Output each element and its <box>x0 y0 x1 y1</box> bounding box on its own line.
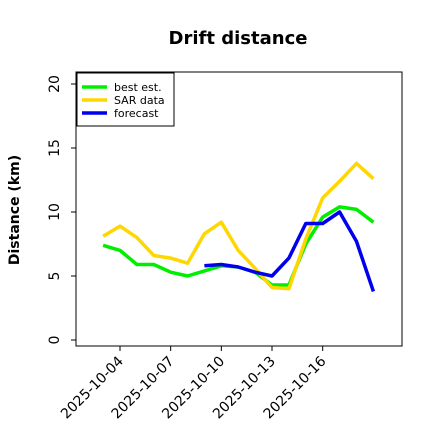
series-line-sar-data <box>102 161 375 291</box>
y-tick-label: 15 <box>47 139 63 157</box>
legend-box <box>76 72 175 127</box>
plot-frame <box>75 71 403 347</box>
y-tick-label: 10 <box>47 203 63 221</box>
chart-title: Drift distance <box>169 28 308 49</box>
y-axis: 0 5 10 15 20 <box>47 75 76 344</box>
legend-label-best-est: best est. <box>114 81 162 94</box>
legend-label-sar-data: SAR data <box>114 94 165 107</box>
y-tick-label: 5 <box>47 272 63 281</box>
y-axis-label: Distance (km) <box>7 155 23 265</box>
x-axis: 2025-10-042025-10-072025-10-102025-10-13… <box>58 346 330 422</box>
series-line-forecast <box>204 210 376 292</box>
legend-label-forecast: forecast <box>114 107 159 120</box>
series-lines <box>102 161 376 292</box>
y-tick-label: 0 <box>47 336 63 345</box>
y-tick-label: 20 <box>47 75 63 93</box>
